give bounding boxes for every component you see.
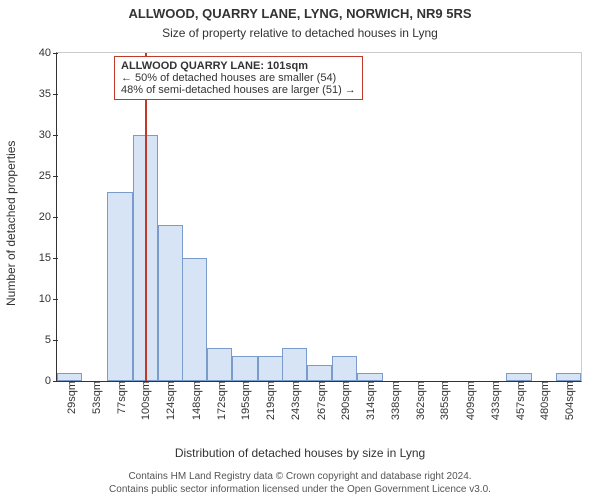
y-tick: 40 (39, 47, 57, 59)
histogram-bar (158, 225, 183, 381)
x-tick: 267sqm (312, 381, 328, 420)
x-tick: 433sqm (486, 381, 502, 420)
x-tick: 77sqm (112, 381, 128, 414)
chart-footer: Contains HM Land Registry data © Crown c… (0, 471, 600, 496)
histogram-chart: ALLWOOD, QUARRY LANE, LYNG, NORWICH, NR9… (0, 0, 600, 500)
histogram-bar (506, 373, 531, 381)
chart-title: ALLWOOD, QUARRY LANE, LYNG, NORWICH, NR9… (0, 6, 600, 21)
x-tick: 124sqm (161, 381, 177, 420)
y-tick: 35 (39, 88, 57, 100)
x-tick: 504sqm (560, 381, 576, 420)
x-tick: 457sqm (511, 381, 527, 420)
y-axis-label: Number of detached properties (4, 141, 18, 306)
annotation-line-1: ALLWOOD QUARRY LANE: 101sqm (121, 60, 356, 72)
chart-subtitle: Size of property relative to detached ho… (0, 26, 600, 40)
histogram-bar (258, 356, 283, 381)
x-tick: 195sqm (236, 381, 252, 420)
annotation-box: ALLWOOD QUARRY LANE: 101sqm← 50% of deta… (114, 56, 363, 100)
y-tick: 0 (45, 375, 57, 387)
histogram-bar (357, 373, 382, 381)
property-marker-line (145, 53, 147, 381)
y-tick: 20 (39, 211, 57, 223)
x-tick: 362sqm (411, 381, 427, 420)
x-tick: 29sqm (62, 381, 78, 414)
histogram-bar (307, 365, 332, 381)
x-tick: 53sqm (87, 381, 103, 414)
annotation-line-3: 48% of semi-detached houses are larger (… (121, 84, 356, 96)
x-axis-label: Distribution of detached houses by size … (0, 446, 600, 460)
x-tick: 385sqm (435, 381, 451, 420)
x-tick: 148sqm (187, 381, 203, 420)
annotation-line-2: ← 50% of detached houses are smaller (54… (121, 72, 356, 84)
y-tick: 5 (45, 334, 57, 346)
footer-line-1: Contains HM Land Registry data © Crown c… (0, 471, 600, 484)
histogram-bar (107, 192, 132, 381)
x-tick: 172sqm (212, 381, 228, 420)
x-tick: 338sqm (386, 381, 402, 420)
histogram-bar (207, 348, 232, 381)
histogram-bar (332, 356, 357, 381)
histogram-bar (556, 373, 581, 381)
x-tick: 290sqm (336, 381, 352, 420)
x-tick: 314sqm (361, 381, 377, 420)
x-tick: 480sqm (535, 381, 551, 420)
histogram-bar (182, 258, 207, 381)
x-tick: 409sqm (461, 381, 477, 420)
x-tick: 219sqm (261, 381, 277, 420)
histogram-bar (232, 356, 257, 381)
footer-line-2: Contains public sector information licen… (0, 484, 600, 497)
histogram-bar (282, 348, 307, 381)
y-tick: 10 (39, 293, 57, 305)
y-tick: 15 (39, 252, 57, 264)
x-tick: 100sqm (136, 381, 152, 420)
x-tick: 243sqm (286, 381, 302, 420)
plot-area: 051015202530354029sqm53sqm77sqm100sqm124… (56, 52, 582, 382)
y-tick: 30 (39, 129, 57, 141)
histogram-bar (57, 373, 82, 381)
y-tick: 25 (39, 170, 57, 182)
